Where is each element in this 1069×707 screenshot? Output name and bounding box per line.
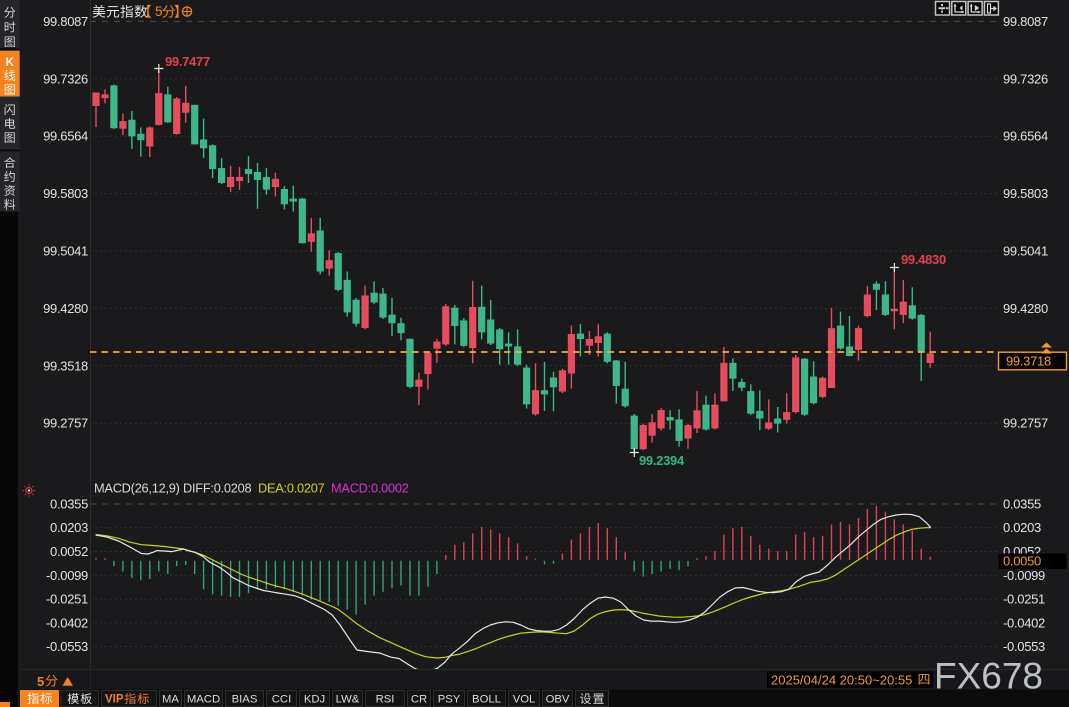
svg-text:99.3518: 99.3518 (43, 358, 88, 373)
svg-text:LW&: LW& (336, 694, 360, 706)
svg-text:99.4830: 99.4830 (901, 252, 946, 267)
svg-text:CR: CR (411, 694, 427, 706)
svg-text:99.3718: 99.3718 (1006, 354, 1051, 369)
svg-text:0.0355: 0.0355 (50, 497, 88, 512)
svg-text:-0.0251: -0.0251 (46, 592, 88, 607)
svg-text:99.5803: 99.5803 (43, 186, 88, 201)
svg-text:-0.0553: -0.0553 (46, 639, 88, 654)
svg-text:-0.0553: -0.0553 (1003, 639, 1045, 654)
svg-text:5: 5 (155, 4, 163, 19)
svg-text:MACD:0.0002: MACD:0.0002 (331, 481, 409, 496)
svg-text:99.2757: 99.2757 (43, 416, 88, 431)
svg-text:99.4280: 99.4280 (43, 301, 88, 316)
svg-text:0.0203: 0.0203 (50, 520, 88, 535)
svg-text:VIP: VIP (105, 693, 124, 705)
svg-text:BIAS: BIAS (232, 694, 258, 706)
svg-text:0.0355: 0.0355 (1003, 497, 1041, 512)
svg-text:-0.0402: -0.0402 (46, 615, 88, 630)
svg-text:0.0050: 0.0050 (1003, 553, 1041, 568)
svg-text:2025/04/24 20:50~20:55: 2025/04/24 20:50~20:55 (771, 672, 912, 687)
svg-text:-0.0402: -0.0402 (1003, 615, 1045, 630)
svg-text:-0.0099: -0.0099 (1003, 568, 1045, 583)
svg-text:OBV: OBV (546, 694, 570, 706)
svg-text:0.0203: 0.0203 (1003, 520, 1041, 535)
svg-text:RSI: RSI (376, 694, 395, 706)
svg-text:99.8087: 99.8087 (1003, 14, 1048, 29)
svg-text:BOLL: BOLL (472, 694, 501, 706)
svg-text:99.6564: 99.6564 (43, 129, 88, 144)
svg-text:-0.0099: -0.0099 (46, 568, 88, 583)
svg-text:99.2757: 99.2757 (1003, 416, 1048, 431)
svg-text:MACD(26,12,9) DIFF:0.0208: MACD(26,12,9) DIFF:0.0208 (94, 481, 251, 496)
svg-text:VOL: VOL (513, 694, 536, 706)
svg-text:99.4280: 99.4280 (1003, 301, 1048, 316)
svg-text:99.8087: 99.8087 (43, 14, 88, 29)
svg-text:99.5803: 99.5803 (1003, 186, 1048, 201)
svg-text:99.5041: 99.5041 (43, 244, 88, 259)
svg-text:DEA:0.0207: DEA:0.0207 (258, 481, 325, 496)
svg-text:99.7477: 99.7477 (165, 54, 210, 69)
svg-text:0.0052: 0.0052 (50, 544, 88, 559)
svg-text:99.6564: 99.6564 (1003, 129, 1048, 144)
svg-text:PSY: PSY (438, 694, 461, 706)
svg-text:K: K (6, 57, 15, 69)
svg-text:CCI: CCI (272, 694, 291, 706)
svg-text:MA: MA (162, 694, 179, 706)
svg-text:99.7326: 99.7326 (43, 71, 88, 86)
svg-text:99.7326: 99.7326 (1003, 71, 1048, 86)
svg-text:5: 5 (37, 674, 44, 689)
svg-text:99.5041: 99.5041 (1003, 244, 1048, 259)
svg-text:KDJ: KDJ (304, 694, 325, 706)
svg-text:-0.0251: -0.0251 (1003, 592, 1045, 607)
svg-text:99.2394: 99.2394 (639, 453, 685, 468)
svg-text:MACD: MACD (187, 694, 220, 706)
